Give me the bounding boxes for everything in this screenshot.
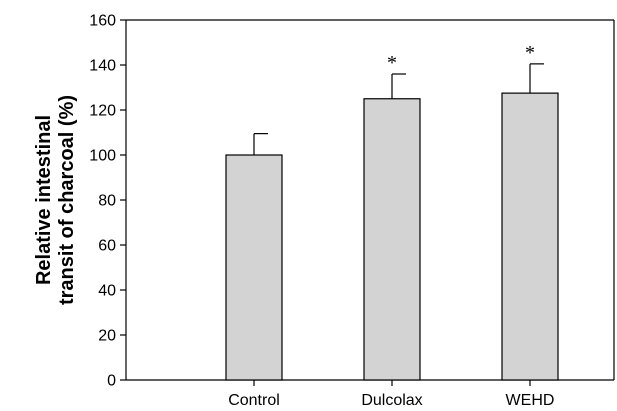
labels: 0 20 40 60 80 100 120 140 160 Relative intestinal… bbox=[33, 13, 554, 410]
y-tick-label: 120 bbox=[89, 103, 116, 120]
y-tick-label: 40 bbox=[98, 283, 116, 300]
bar-wehd bbox=[501, 92, 559, 381]
y-axis-label-line: Relative intestinal bbox=[33, 115, 55, 285]
significance-marker: * bbox=[525, 42, 535, 64]
y-tick-label: 160 bbox=[89, 13, 116, 30]
x-tick-label: Dulcolax bbox=[361, 392, 422, 409]
y-axis-label: Relative intestinal transit of charcoal (… bbox=[33, 95, 78, 305]
bar-dulcolax bbox=[363, 98, 421, 381]
y-tick-label: 140 bbox=[89, 58, 116, 75]
x-tick-label: Control bbox=[228, 392, 280, 409]
bars bbox=[225, 63, 559, 381]
bar-control bbox=[225, 154, 283, 381]
y-tick-label: 20 bbox=[98, 328, 116, 345]
significance-marker: * bbox=[387, 52, 397, 74]
y-tick-label: 0 bbox=[107, 373, 116, 390]
y-tick-label: 80 bbox=[98, 193, 116, 210]
y-tick-label: 100 bbox=[89, 148, 116, 165]
x-tick-label: WEHD bbox=[506, 392, 555, 409]
y-axis-label-line: transit of charcoal (%) bbox=[56, 95, 78, 305]
y-tick-label: 60 bbox=[98, 238, 116, 255]
